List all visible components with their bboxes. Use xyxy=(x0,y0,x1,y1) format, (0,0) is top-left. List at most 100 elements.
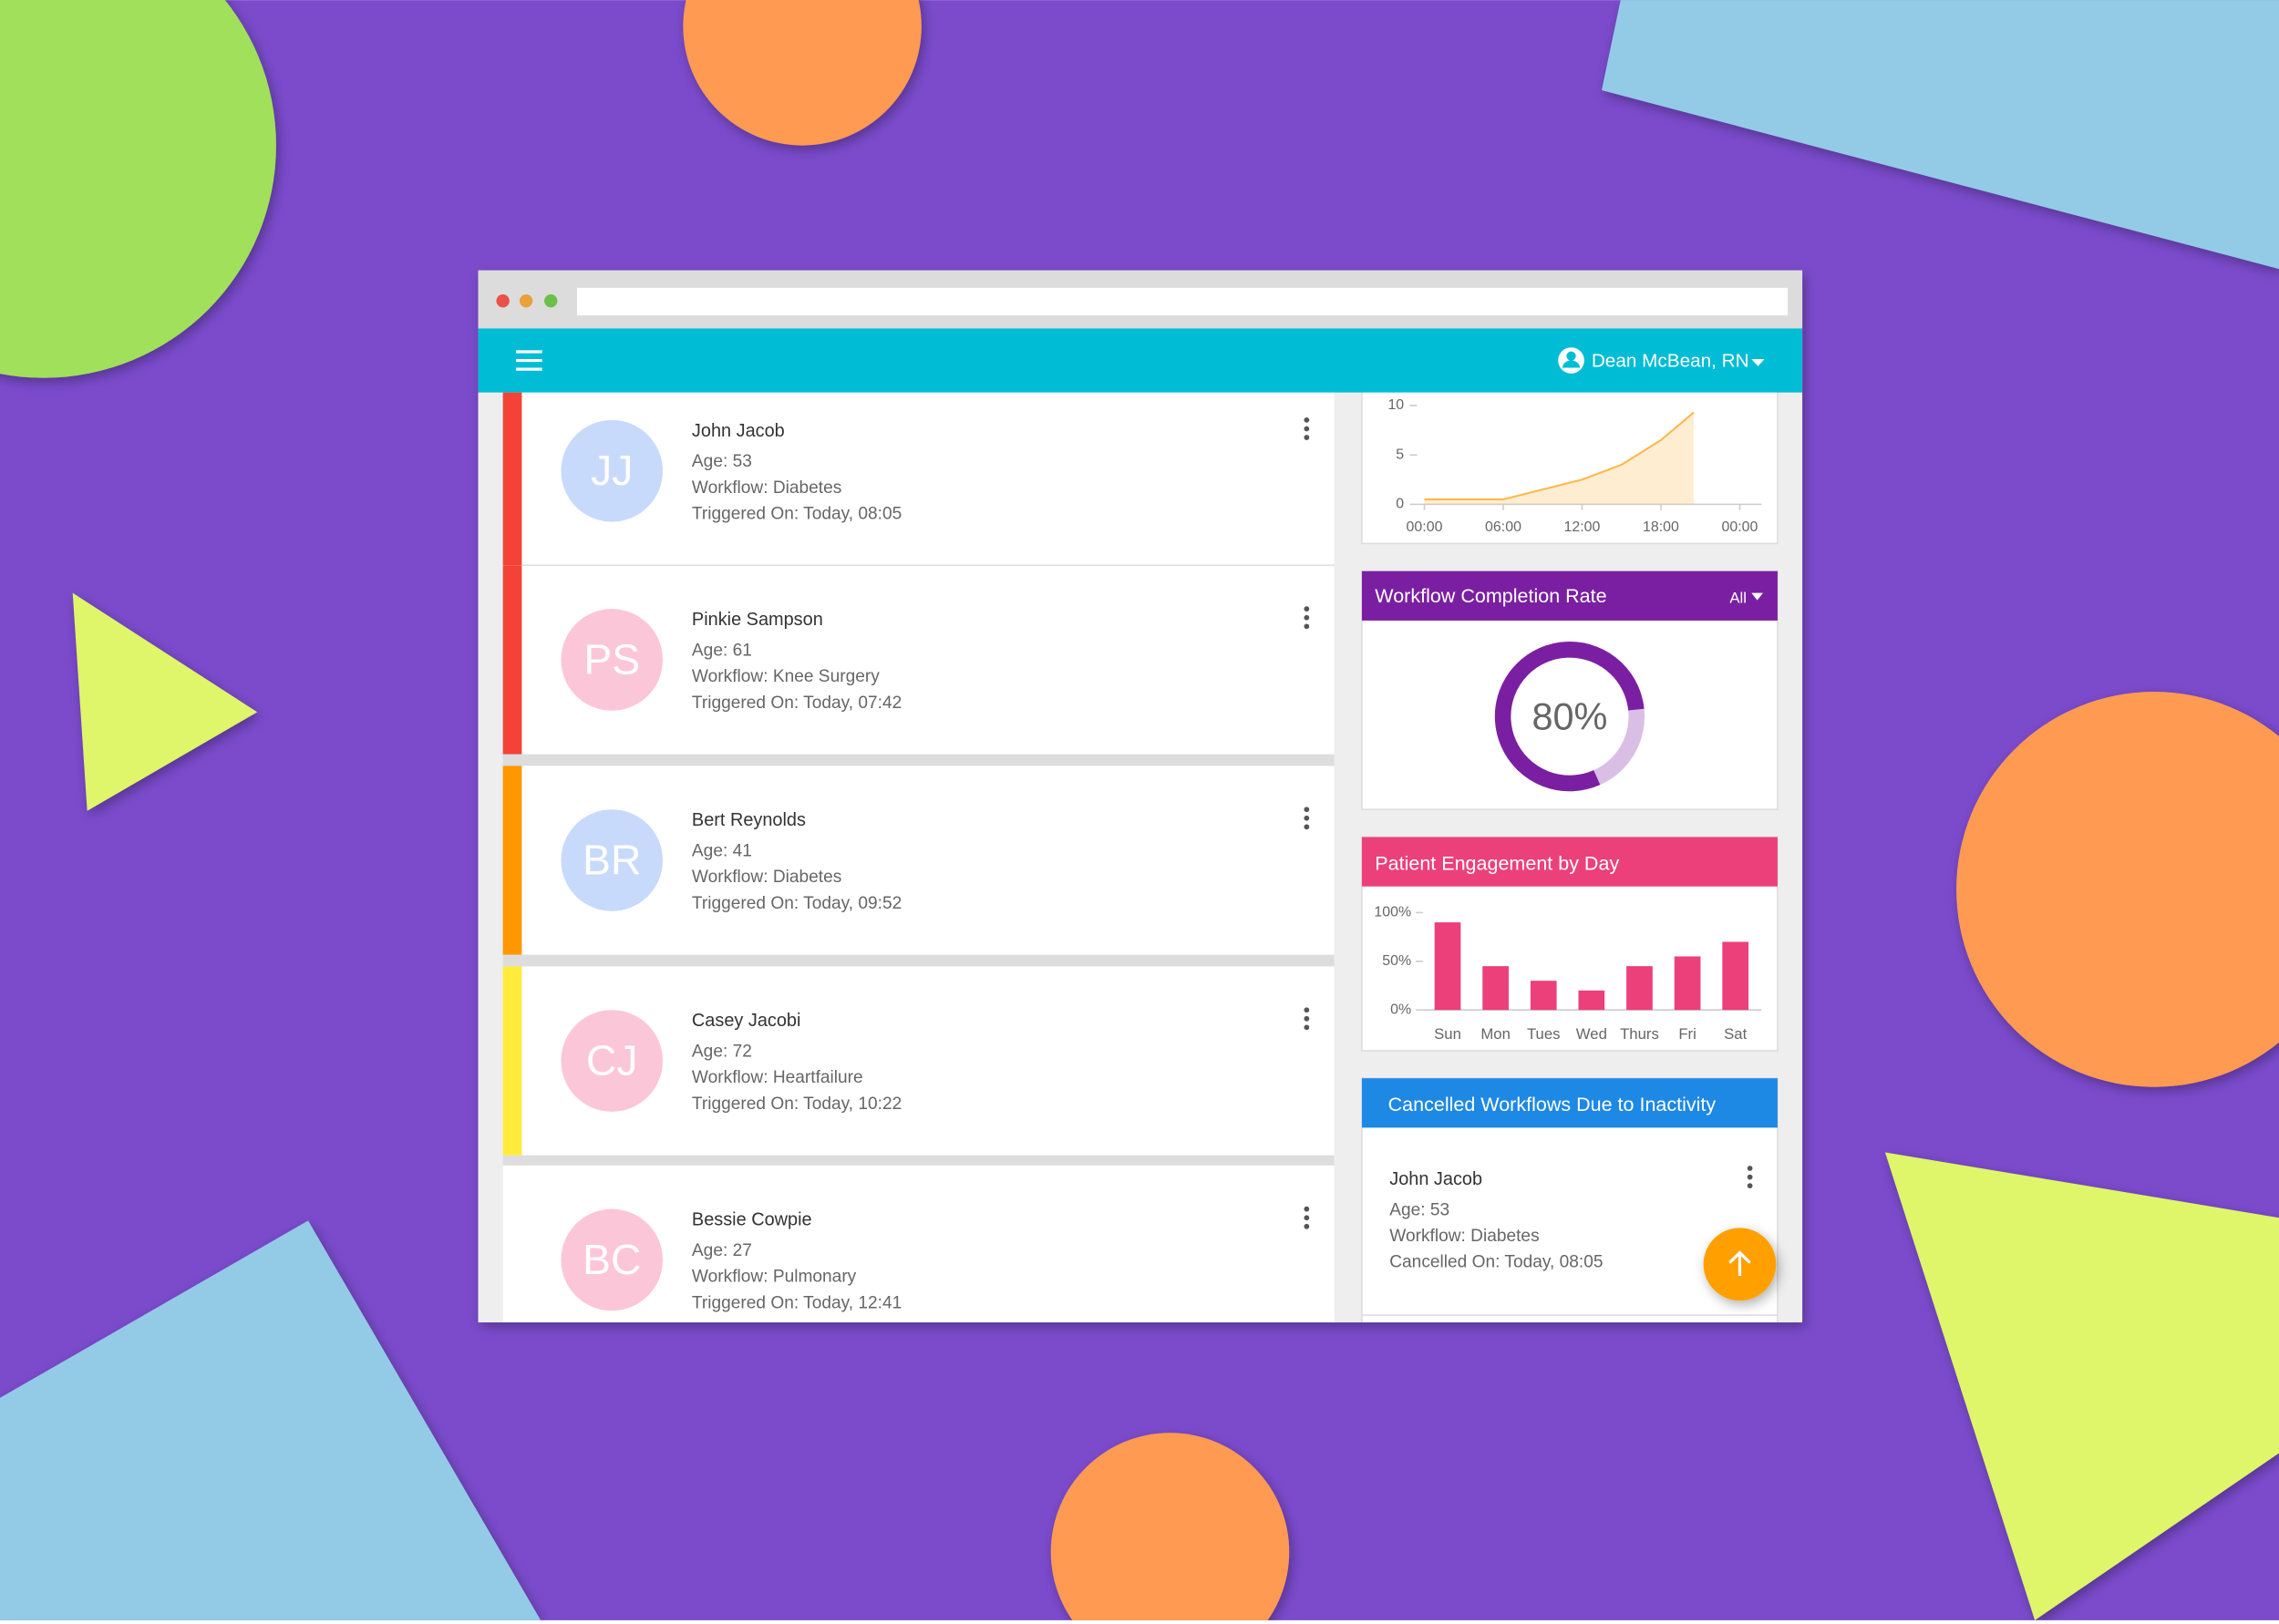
avatar-initials: PS xyxy=(583,635,640,683)
more-dot xyxy=(1747,1166,1753,1171)
card-title: Cancelled Workflows Due to Inactivity xyxy=(1388,1094,1717,1115)
patient-name: Bert Reynolds xyxy=(692,810,806,830)
patient-age: Age: 27 xyxy=(692,1241,752,1260)
more-dot xyxy=(1304,426,1310,432)
more-dot xyxy=(1304,1024,1310,1031)
more-dot xyxy=(1304,606,1310,612)
more-dot xyxy=(1304,1206,1310,1212)
y-tick-label: 50% xyxy=(1382,953,1411,969)
bar xyxy=(1578,990,1605,1011)
more-dot xyxy=(1304,1223,1310,1229)
shape xyxy=(1884,1152,2279,1620)
patient-name: Casey Jacobi xyxy=(692,1011,801,1031)
line xyxy=(1424,411,1695,500)
avatar xyxy=(561,809,664,911)
maximize-dot[interactable] xyxy=(544,293,558,308)
content: JJ John Jacob Age: 53 Workflow: Diabetes Tri… xyxy=(478,392,1803,1323)
arrow-icon xyxy=(1728,1250,1751,1277)
patient-triggered: Triggered On: Today, 12:41 xyxy=(692,1293,902,1312)
avatar xyxy=(561,419,664,522)
user-icon xyxy=(1558,347,1584,374)
patient-cancelled: Cancelled On: Today, 08:05 xyxy=(1389,1253,1603,1272)
trend-card xyxy=(1361,392,1779,545)
more-dot xyxy=(1304,815,1310,821)
more-dot xyxy=(1304,824,1310,830)
url-bar[interactable] xyxy=(576,287,1789,316)
patient-triggered: Triggered On: Today, 08:05 xyxy=(692,505,902,524)
patient-age: Age: 41 xyxy=(692,841,752,860)
donut-label: 80% xyxy=(1531,694,1607,737)
patient-age: Age: 53 xyxy=(692,452,752,471)
avatar-initials: CJ xyxy=(586,1036,638,1084)
user-dropdown[interactable] xyxy=(1751,358,1765,366)
card-title: Workflow Completion Rate xyxy=(1375,585,1606,607)
more-dot xyxy=(1304,614,1310,621)
avatar-initials: JJ xyxy=(591,447,633,494)
more-dot xyxy=(1304,435,1310,440)
shape xyxy=(0,1220,541,1620)
bar xyxy=(1722,941,1749,1011)
x-tick-label: Sat xyxy=(1724,1025,1747,1043)
more-dot xyxy=(1304,807,1310,813)
patient-triggered: Triggered On: Today, 10:22 xyxy=(692,1095,902,1114)
more-dot xyxy=(1747,1183,1753,1189)
x-tick-label: Wed xyxy=(1576,1025,1607,1043)
more-dot xyxy=(1304,1215,1310,1221)
x-tick-label: Mon xyxy=(1480,1025,1511,1043)
patient-workflow: Workflow: Diabetes xyxy=(1389,1227,1539,1246)
bar xyxy=(1530,981,1557,1011)
more-dot xyxy=(1747,1174,1753,1180)
shape xyxy=(1956,692,2279,1087)
shape xyxy=(1050,1433,1290,1624)
patient-workflow: Workflow: Diabetes xyxy=(692,868,841,887)
x-tick-label: Sun xyxy=(1434,1025,1461,1043)
card-header xyxy=(1361,1078,1778,1128)
avatar-initials: BC xyxy=(583,1236,641,1283)
patient-triggered: Triggered On: Today, 07:42 xyxy=(692,694,902,713)
x-tick-label: 18:00 xyxy=(1643,519,1679,535)
avatar xyxy=(561,1010,664,1112)
patient-workflow: Workflow: Pulmonary xyxy=(692,1268,857,1287)
menu-button[interactable] xyxy=(516,350,542,371)
avatar xyxy=(561,1208,664,1311)
filter-dropdown[interactable] xyxy=(1751,592,1763,601)
x-tick-label: Tues xyxy=(1527,1025,1561,1043)
x-tick-label: 00:00 xyxy=(1407,519,1443,535)
donut-arc xyxy=(1494,642,1645,792)
patient-triggered: Triggered On: Today, 09:52 xyxy=(692,894,902,913)
minimize-dot[interactable] xyxy=(519,293,533,308)
priority-stripe xyxy=(502,565,522,755)
y-tick-label: 0% xyxy=(1390,1002,1411,1017)
x-tick-label: Thurs xyxy=(1620,1025,1659,1043)
x-tick-label: 00:00 xyxy=(1722,519,1758,535)
bar xyxy=(1674,956,1701,1011)
shape xyxy=(0,0,276,378)
more-dot xyxy=(1304,1015,1310,1022)
bar xyxy=(1482,966,1509,1011)
card-header xyxy=(1361,570,1778,621)
shape xyxy=(1602,0,2279,270)
patient-workflow: Workflow: Heartfailure xyxy=(692,1068,863,1087)
priority-stripe xyxy=(502,766,522,955)
area-fill xyxy=(1424,412,1695,505)
x-tick-label: 06:00 xyxy=(1485,519,1521,535)
patient-name: Bessie Cowpie xyxy=(692,1210,812,1230)
avatar xyxy=(561,609,664,711)
avatar-initials: BR xyxy=(583,836,641,883)
patient-name: John Jacob xyxy=(692,421,785,441)
filter-label: All xyxy=(1729,589,1747,606)
user-name[interactable]: Dean McBean, RN xyxy=(1592,351,1749,372)
patient-name: John Jacob xyxy=(1389,1169,1482,1189)
close-dot[interactable] xyxy=(496,293,510,308)
patient-age: Age: 53 xyxy=(1389,1200,1449,1219)
more-dot xyxy=(1304,623,1310,630)
card-header xyxy=(1361,837,1778,887)
y-tick-label: 10 xyxy=(1387,397,1404,413)
y-tick-label: 0 xyxy=(1396,497,1404,512)
patient-workflow: Workflow: Knee Surgery xyxy=(692,667,880,686)
shape xyxy=(683,0,922,146)
more-dot xyxy=(1304,417,1310,423)
